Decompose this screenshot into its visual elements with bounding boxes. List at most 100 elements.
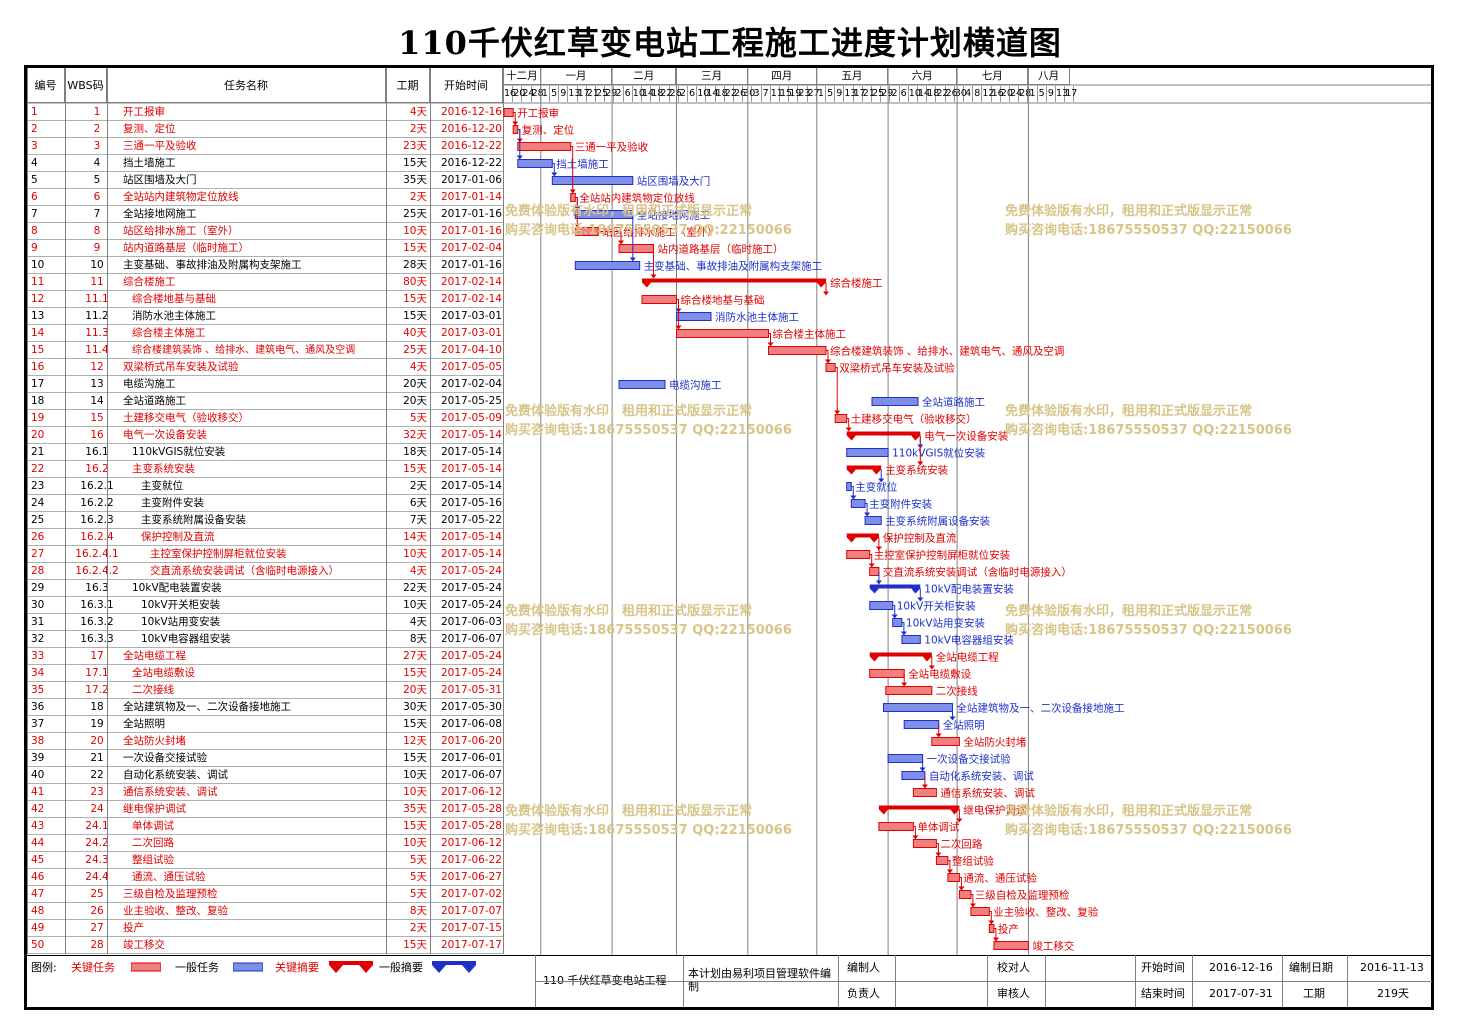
task-id: 50 [31,939,45,951]
timeline-day: 13 [1056,86,1068,102]
task-start: 2017-02-04 [440,378,502,390]
task-bar [570,193,576,202]
table-row: 23 16.2.1 主变就位 2天 2017-05-14 [27,478,503,495]
row-divider [27,613,503,614]
timeline-day: 10 [909,86,921,102]
dependency-line [570,146,574,193]
task-name: 复测、定位 [123,123,176,135]
dependency-arrow [921,784,928,789]
dependency-line [676,299,679,329]
task-name: 全站建筑物及一、二次设备接地施工 [123,701,291,713]
task-start: 2017-03-01 [440,327,502,339]
task-name: 主变系统附属设备安装 [141,514,246,526]
task-bar [846,482,852,491]
task-duration: 5天 [409,412,427,424]
dependency-arrow [935,733,942,738]
task-bar [901,771,926,780]
row-divider [27,239,503,240]
task-id: 26 [31,531,45,543]
row-divider [27,647,503,648]
row-divider [27,766,503,767]
task-id: 4 [31,157,38,169]
row-divider [27,409,503,410]
row-divider [27,596,503,597]
row-divider [27,715,503,716]
task-duration: 15天 [403,752,427,764]
task-duration: 10天 [403,837,427,849]
dependency-line [865,503,868,516]
bar-label: 全站接地网施工 [637,209,711,222]
dependency-line [901,622,905,635]
row-divider [27,443,503,444]
task-name: 全站道路施工 [123,395,186,407]
column-divider [430,68,431,954]
task-start: 2016-12-16 [440,106,502,118]
table-row: 12 11.1 综合楼地基与基础 15天 2017-02-14 [27,291,503,308]
task-start: 2016-12-22 [440,157,502,169]
bar-label: 主变附件安装 [869,498,932,511]
task-start: 2017-01-16 [440,259,502,271]
task-start: 2017-05-31 [440,684,502,696]
footer-value-date: 2016-11-13 [1360,961,1424,974]
task-duration: 15天 [403,820,427,832]
timeline-day: 30 [955,86,967,102]
bar-label: 三通一平及验收 [575,141,649,154]
table-row: 40 22 自动化系统安装、调试 10天 2017-06-07 [27,767,503,784]
timeline-day: 2 [614,86,624,102]
footer-value-start: 2016-12-16 [1209,961,1273,974]
timeline-day: 16 [992,86,1004,102]
table-row: 9 9 站内道路基层（临时施工） 15天 2017-02-04 [27,240,503,257]
task-bar [958,890,972,899]
dependency-arrow [878,478,885,483]
task-id: 23 [31,480,45,492]
task-name: 二次接线 [132,684,174,696]
bar-label: 投产 [998,923,1019,936]
task-name: 主变基础、事故排油及附属构支架施工 [123,259,302,271]
task-id: 12 [31,293,45,305]
task-name: 综合楼主体施工 [132,327,206,339]
task-wbs: 24.1 [85,820,109,832]
task-duration: 4天 [409,106,427,118]
row-divider [27,154,503,155]
task-bar [517,159,553,168]
timeline-day: 18 [716,86,728,102]
task-id: 3 [31,140,38,152]
task-start: 2017-05-05 [440,361,502,373]
dependency-line [826,350,829,363]
task-start: 2017-04-10 [440,344,502,356]
bar-label: 综合楼建筑装饰 、给排水、建筑电气、通风及空调 [830,345,1064,358]
row-divider [27,392,503,393]
task-start: 2017-01-06 [440,174,502,186]
task-wbs: 27 [90,922,104,934]
task-wbs: 25 [90,888,104,900]
legend-critical-summary-swatch [329,961,373,973]
timeline-day: 13 [568,86,580,102]
task-wbs: 16.2.4 [80,531,114,543]
row-divider [27,426,503,427]
row-divider [27,783,503,784]
column-divider [107,68,108,954]
task-wbs: 16.2 [85,463,109,475]
bar-label: 10kV配电装置安装 [924,583,1014,596]
timeline-day: 22 [936,86,948,102]
timeline-day: 5 [826,86,836,102]
task-wbs: 16 [90,429,104,441]
bar-label: 通信系统安装、调试 [940,787,1035,800]
footer-label-end: 结束时间 [1141,987,1185,1000]
task-name: 三通一平及验收 [123,140,197,152]
table-row: 44 24.2 二次回路 10天 2017-06-12 [27,835,503,852]
task-bar [871,397,919,406]
task-bar [878,822,914,831]
bar-label: 交直流系统安装调试（含临时电源接入） [883,566,1072,579]
task-start: 2017-01-16 [440,208,502,220]
task-start: 2017-06-12 [440,837,502,849]
task-start: 2017-05-14 [440,463,502,475]
table-row: 26 16.2.4 保护控制及直流 14天 2017-05-14 [27,529,503,546]
task-wbs: 15 [90,412,104,424]
timeline-day: 1 [541,86,550,102]
table-row: 14 11.3 综合楼主体施工 40天 2017-03-01 [27,325,503,342]
timeline-day: 29 [881,86,893,102]
task-id: 22 [31,463,45,475]
dependency-arrow [868,563,875,568]
task-wbs: 17.2 [85,684,109,696]
